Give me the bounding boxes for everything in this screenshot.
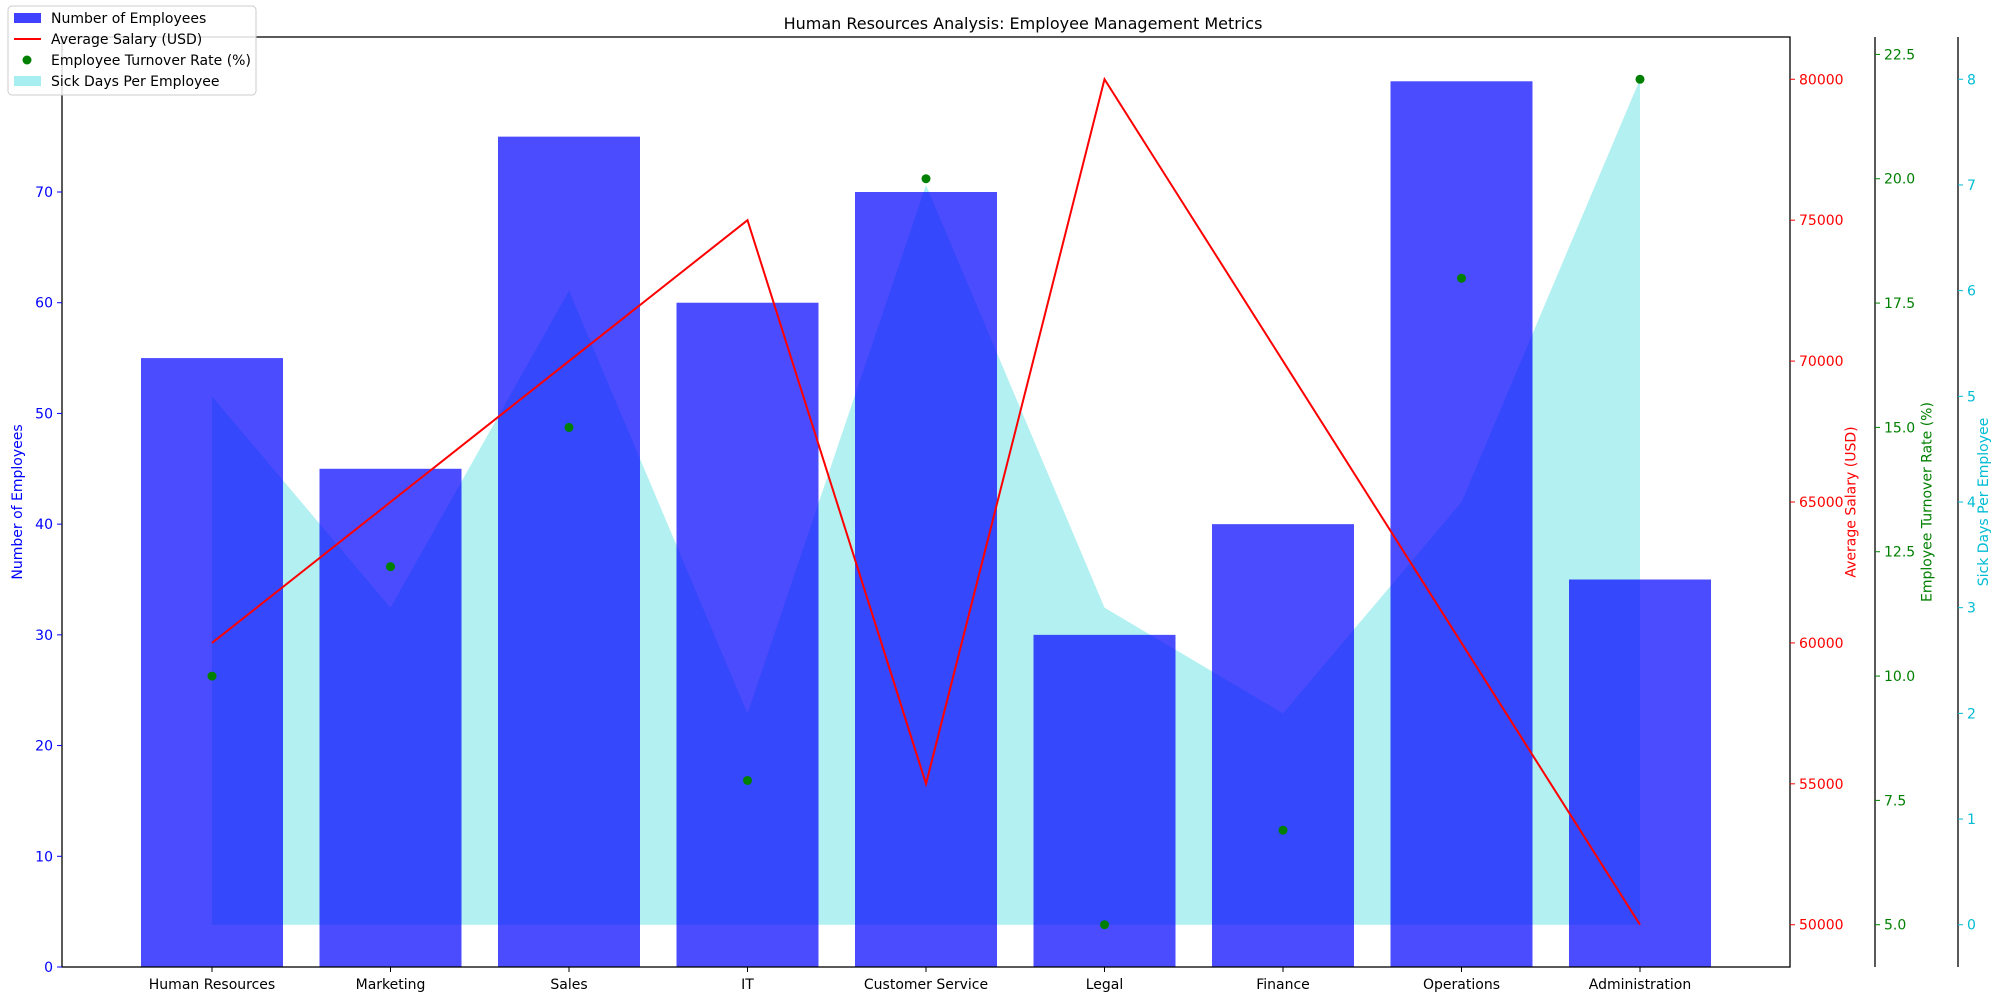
bar-layer — [141, 81, 1711, 968]
x-tick-label: Marketing — [356, 977, 426, 993]
y-tick-label: 20 — [35, 739, 53, 755]
turnover-point — [1635, 74, 1645, 84]
turnover-point — [743, 776, 752, 786]
y-tick-label: 7 — [1967, 178, 1976, 194]
legend-label: Sick Days Per Employee — [51, 74, 220, 90]
y-tick-label: 50 — [35, 406, 53, 422]
y-tick-label: 30 — [35, 628, 53, 644]
y-axis-title: Number of Employees — [10, 424, 26, 579]
employees-bar — [855, 192, 997, 967]
y-tick-label: 50000 — [1799, 918, 1844, 934]
turnover-point — [1457, 273, 1466, 283]
y-axis-title: Sick Days Per Employee — [1976, 418, 1992, 587]
y-tick-label: 60000 — [1799, 636, 1844, 652]
turnover-point — [1278, 825, 1288, 835]
x-tick-label: Human Resources — [149, 977, 275, 993]
employees-bar — [498, 136, 640, 968]
y-tick-label: 60 — [35, 296, 53, 312]
legend-label: Average Salary (USD) — [51, 32, 202, 48]
y-tick-label: 10 — [35, 849, 53, 865]
employees-bar — [141, 358, 283, 968]
salary-line — [211, 76, 1641, 926]
employees-bar — [1033, 634, 1176, 967]
y-tick-label: 80000 — [1799, 72, 1844, 88]
scatter-layer — [207, 74, 1645, 930]
y-tick-label: 55000 — [1799, 777, 1844, 793]
x-axis: Human Resources Marketing Sales IT Customer … — [149, 967, 1691, 993]
y-tick-label: 8 — [1967, 72, 1976, 88]
y-axis-title: Employee Turnover Rate (%) — [1920, 402, 1936, 602]
x-tick-label: Administration — [1589, 977, 1691, 993]
line-layer — [211, 76, 1641, 926]
x-tick-label: Legal — [1086, 977, 1124, 993]
y-tick-label: 2 — [1967, 706, 1976, 722]
employees-bar — [1390, 81, 1533, 968]
x-tick-label: Finance — [1256, 977, 1310, 993]
y-tick-label: 7.5 — [1884, 793, 1906, 809]
y-axis-title: Average Salary (USD) — [1844, 426, 1860, 577]
turnover-point — [386, 562, 395, 572]
y-tick-label: 5.0 — [1884, 918, 1906, 934]
y-tick-label: 0 — [1967, 918, 1976, 934]
x-tick-label: IT — [741, 977, 754, 993]
legend-swatch — [14, 13, 41, 23]
chart-title: Human Resources Analysis: Employee Manag… — [784, 14, 1263, 33]
turnover-point — [207, 671, 217, 681]
employees-bar — [319, 468, 462, 967]
y-tick-label: 65000 — [1799, 495, 1844, 511]
y-tick-label: 3 — [1967, 601, 1976, 617]
legend: Number of Employees Average Salary (USD) E… — [7, 5, 257, 96]
y-tick-label: 22.5 — [1884, 47, 1915, 63]
y-tick-label: 6 — [1967, 284, 1976, 300]
y-tick-label: 1 — [1967, 812, 1976, 828]
turnover-point — [564, 422, 574, 432]
y-tick-label: 75000 — [1799, 213, 1844, 229]
legend-box — [7, 5, 257, 96]
turnover-point — [1100, 920, 1109, 930]
x-tick-label: Sales — [550, 977, 587, 993]
y-tick-label: 0 — [44, 960, 53, 976]
y-tick-label: 4 — [1967, 495, 1976, 511]
employees-bar — [676, 302, 819, 967]
legend-label: Number of Employees — [51, 11, 206, 27]
y-tick-label: 40 — [35, 517, 53, 533]
employees-bar — [1569, 579, 1711, 967]
legend-label: Employee Turnover Rate (%) — [51, 53, 251, 69]
x-tick-label: Operations — [1423, 977, 1500, 993]
legend-swatch — [22, 55, 32, 65]
x-tick-label: Customer Service — [864, 977, 988, 993]
y-tick-label: 5 — [1967, 389, 1976, 405]
y-tick-label: 17.5 — [1884, 296, 1915, 312]
y-tick-label: 20.0 — [1884, 172, 1915, 188]
legend-swatch — [14, 76, 41, 86]
turnover-point — [921, 174, 931, 184]
y-tick-label: 15.0 — [1884, 420, 1915, 436]
y-tick-label: 70000 — [1799, 354, 1844, 370]
y-tick-label: 70 — [35, 185, 53, 201]
y-tick-label: 10.0 — [1884, 669, 1915, 685]
employees-bar — [1212, 524, 1354, 967]
y-tick-label: 12.5 — [1884, 545, 1915, 561]
